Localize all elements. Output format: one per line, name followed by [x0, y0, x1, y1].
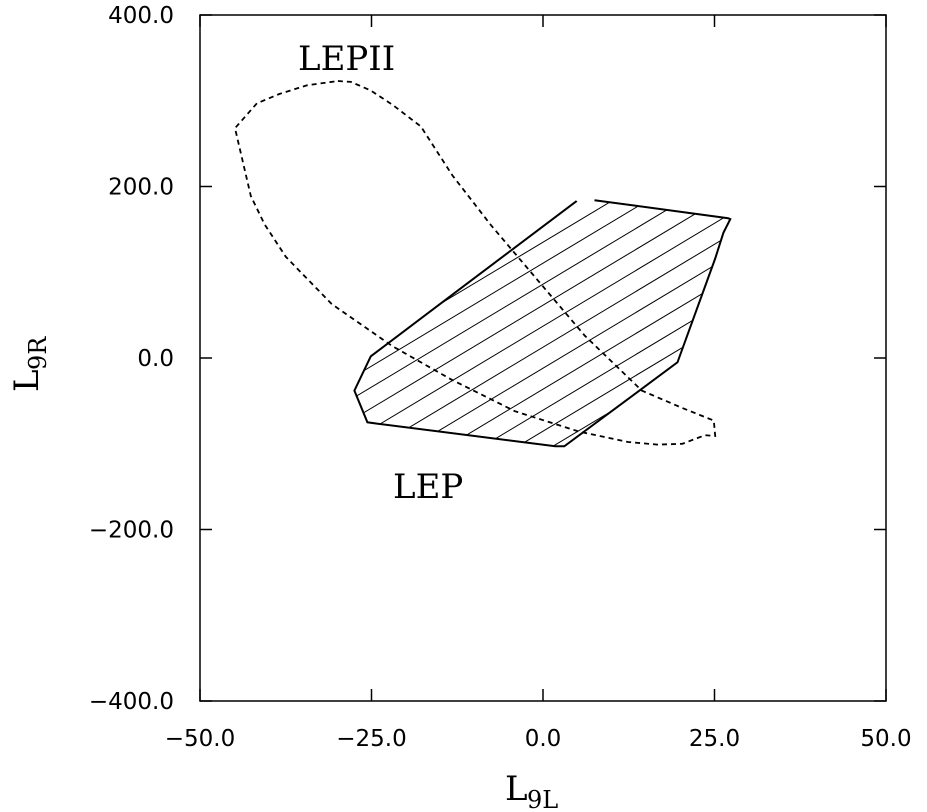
x-tick-label: −25.0 — [336, 726, 406, 752]
hatch-line — [354, 309, 731, 447]
plot-frame — [199, 14, 887, 702]
hatch-line — [354, 435, 731, 447]
hatch-line — [300, 541, 780, 812]
hatch-line — [354, 200, 731, 242]
hatch-line — [354, 200, 731, 447]
hatch-line — [354, 200, 731, 347]
hatch-line — [354, 351, 731, 447]
series-lep-region — [353, 199, 732, 448]
axis-ticks — [199, 14, 887, 702]
hatch-line — [354, 267, 731, 447]
series-lepii-contour — [234, 80, 717, 446]
hatch-line — [354, 414, 731, 447]
x-tick-label: 25.0 — [689, 726, 740, 752]
hatch-line — [354, 200, 731, 447]
y-axis-label-main: L — [7, 369, 47, 392]
x-axis-label: L 9L — [505, 769, 558, 812]
hatch-line — [354, 372, 731, 447]
annotation-lepii: LEPII — [298, 39, 395, 79]
hatch-line — [300, 457, 780, 745]
y-axis-label: L 9R — [7, 336, 52, 392]
x-tick-label: −50.0 — [165, 726, 235, 752]
x-tick-label: 50.0 — [860, 726, 911, 752]
hatch-line — [354, 204, 731, 447]
hatch-line — [354, 200, 731, 368]
annotation-lep: LEP — [393, 467, 463, 507]
hatch-line — [300, 478, 780, 766]
hatch-line — [354, 246, 731, 447]
hatch-line — [354, 200, 731, 221]
y-tick-label: −200.0 — [89, 518, 174, 544]
x-axis-label-sub: 9L — [527, 786, 558, 812]
hatch-line — [354, 200, 731, 389]
y-axis-label-sub: 9R — [24, 336, 52, 370]
hatch-line — [300, 562, 780, 812]
hatch-line — [354, 200, 731, 410]
x-tick-label: 0.0 — [525, 726, 562, 752]
hatch-line — [354, 225, 731, 447]
y-tick-label: −400.0 — [89, 689, 174, 715]
hatch-line — [354, 393, 731, 447]
y-tick-label: 200.0 — [108, 175, 174, 201]
y-tick-label: 0.0 — [137, 346, 174, 372]
x-axis-tick-labels: −50.0 −25.0 0.0 25.0 50.0 — [165, 726, 912, 752]
x-axis-label-main: L — [505, 769, 528, 809]
y-tick-label: 400.0 — [108, 3, 174, 29]
hatch-line — [354, 330, 731, 447]
y-axis-tick-labels: −400.0 −200.0 0.0 200.0 400.0 — [89, 3, 174, 715]
hatch-line — [354, 200, 731, 431]
hatch-line — [300, 520, 780, 808]
